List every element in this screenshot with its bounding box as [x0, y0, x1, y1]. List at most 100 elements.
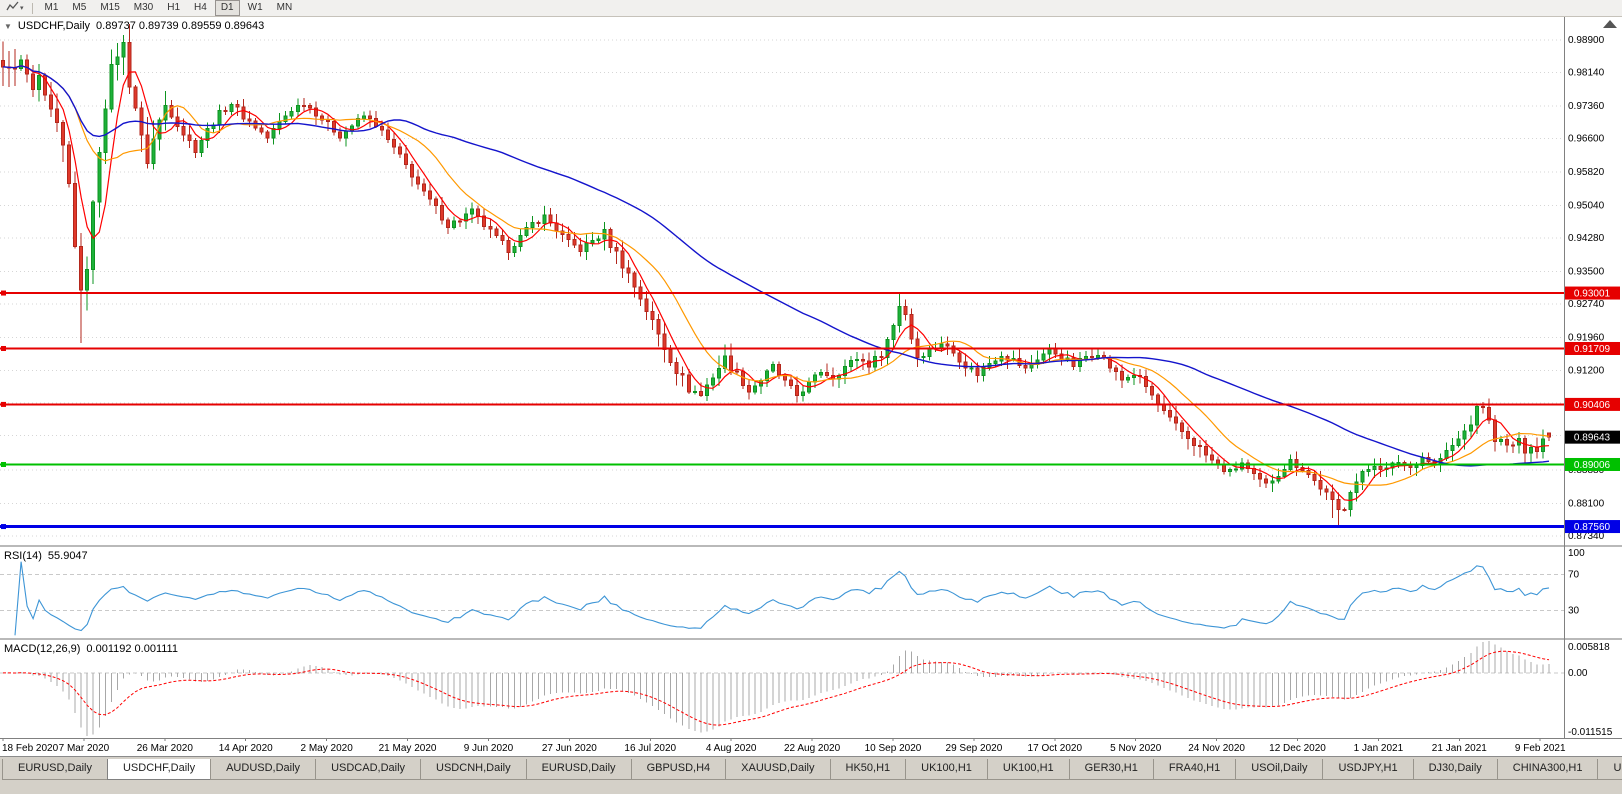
tab-USDJPY-H1[interactable]: USDJPY,H1 [1322, 758, 1414, 780]
svg-text:0.89006: 0.89006 [1574, 460, 1611, 471]
tab-EURUSD-Daily[interactable]: EURUSD,Daily [525, 758, 632, 780]
tab-USDCHF-Daily[interactable]: USDCHF,Daily [106, 758, 212, 780]
svg-text:17 Oct 2020: 17 Oct 2020 [1028, 743, 1083, 754]
line-chart-icon [6, 0, 19, 17]
svg-text:22 Aug 2020: 22 Aug 2020 [784, 743, 841, 754]
svg-text:0.88100: 0.88100 [1568, 498, 1605, 509]
svg-text:9 Jun 2020: 9 Jun 2020 [464, 743, 514, 754]
svg-text:1 Jan 2021: 1 Jan 2021 [1354, 743, 1404, 754]
chart-window: 0.98900 0.98140 0.97360 0.96600 0.95820 0.950… [0, 17, 1622, 756]
timeframe-buttons: M1 M5 M15 M30 H1 H4 D1 W1 MN [38, 0, 300, 16]
rsi-line [14, 561, 1550, 636]
resistance-line-090406-handle[interactable] [1, 401, 6, 407]
tab-CHINA300-H1[interactable]: CHINA300,H1 [1496, 758, 1599, 780]
support-line-089006-price-badge [1565, 457, 1620, 471]
svg-text:0.00: 0.00 [1568, 668, 1588, 679]
period-button-D1[interactable]: D1 [214, 0, 240, 16]
svg-text:9 Feb 2021: 9 Feb 2021 [1515, 743, 1566, 754]
svg-text:30: 30 [1568, 606, 1580, 617]
support-line-087560-handle[interactable] [1, 524, 6, 530]
period-button-MN[interactable]: MN [276, 2, 293, 13]
tab-AUDUSD-Daily[interactable]: AUDUSD,Daily [210, 758, 317, 780]
current-price-badge [1565, 430, 1620, 444]
svg-text:0.96600: 0.96600 [1568, 134, 1605, 145]
svg-text:0.92740: 0.92740 [1568, 299, 1605, 310]
svg-text:29 Sep 2020: 29 Sep 2020 [946, 743, 1003, 754]
period-button-H4[interactable]: H4 [194, 2, 207, 13]
tab-FRA40-H1[interactable]: FRA40,H1 [1152, 758, 1237, 780]
toolbar: ▾ M1 M5 M15 M30 H1 H4 D1 W1 MN [0, 0, 1622, 17]
tab-DJ30-Daily[interactable]: DJ30,Daily [1412, 758, 1498, 780]
svg-text:0.87560: 0.87560 [1574, 522, 1611, 533]
toolbar-separator [31, 2, 33, 14]
svg-text:0.98140: 0.98140 [1568, 68, 1605, 79]
svg-text:100: 100 [1568, 548, 1585, 559]
period-button-M30[interactable]: M30 [133, 2, 154, 13]
chart-canvas[interactable]: 0.98900 0.98140 0.97360 0.96600 0.95820 0.950… [0, 17, 1622, 756]
svg-text:26 Mar 2020: 26 Mar 2020 [137, 743, 194, 754]
pane-separator[interactable] [0, 638, 1622, 640]
macd-histogram [8, 640, 1550, 737]
tab-UK100-H1[interactable]: UK100,H1 [905, 758, 988, 780]
time-axis[interactable]: 18 Feb 2020 7 Mar 2020 26 Mar 2020 14 Apr 2… [2, 738, 1566, 754]
tab-HK50-H1[interactable]: HK50,H1 [829, 758, 907, 780]
chart-shift-marker [1603, 20, 1617, 28]
period-button-M1[interactable]: M1 [44, 2, 59, 13]
pane-separator[interactable] [0, 545, 1622, 547]
svg-text:0.91960: 0.91960 [1568, 333, 1605, 344]
svg-text:-0.011515: -0.011515 [1568, 727, 1613, 738]
ma-line-50 [2, 65, 1550, 467]
support-line-089006-handle[interactable] [1, 461, 6, 467]
ma-line-13 [2, 65, 1550, 486]
period-button-H1[interactable]: H1 [167, 2, 181, 13]
period-button-M5[interactable]: M5 [72, 2, 87, 13]
svg-text:5 Nov 2020: 5 Nov 2020 [1110, 743, 1162, 754]
svg-text:0.91709: 0.91709 [1574, 344, 1611, 355]
status-bar [0, 781, 1622, 794]
support-line-087560-price-badge [1565, 520, 1620, 534]
tab-EURUSD-Daily[interactable]: EURUSD,Daily [2, 758, 108, 780]
svg-text:7 Mar 2020: 7 Mar 2020 [59, 743, 110, 754]
tab-GER30-H1[interactable]: GER30,H1 [1068, 758, 1154, 780]
svg-text:16 Jul 2020: 16 Jul 2020 [624, 743, 676, 754]
chart-type-button[interactable]: ▾ [3, 0, 27, 17]
svg-text:70: 70 [1568, 569, 1580, 580]
tab-USDCNH-Daily[interactable]: USDCNH,Daily [420, 758, 527, 780]
tab-USDCAD-Daily[interactable]: USDCAD,Daily [315, 758, 422, 780]
macd-signal-line [3, 650, 1550, 726]
resistance-line-091709-price-badge [1565, 341, 1620, 355]
svg-text:21 May 2020: 21 May 2020 [379, 743, 437, 754]
svg-text:0.94280: 0.94280 [1568, 233, 1605, 244]
tab-GBPUSD-H4[interactable]: GBPUSD,H4 [630, 758, 727, 780]
chart-tabs: EURUSD,Daily USDCHF,Daily AUDUSD,Daily USDC… [0, 756, 1622, 781]
svg-text:0.93500: 0.93500 [1568, 267, 1605, 278]
svg-text:0.91200: 0.91200 [1568, 365, 1605, 376]
svg-text:12 Dec 2020: 12 Dec 2020 [1269, 743, 1326, 754]
resistance-line-093001-price-badge [1565, 286, 1620, 300]
svg-text:0.98900: 0.98900 [1568, 35, 1605, 46]
svg-text:24 Nov 2020: 24 Nov 2020 [1188, 743, 1245, 754]
resistance-line-091709-handle[interactable] [1, 345, 6, 351]
svg-text:0.89643: 0.89643 [1574, 433, 1611, 444]
svg-text:10 Sep 2020: 10 Sep 2020 [865, 743, 922, 754]
svg-text:0.90406: 0.90406 [1574, 400, 1611, 411]
tab-UK100-H1[interactable]: UK100,H1 [986, 758, 1070, 780]
resistance-line-093001-handle[interactable] [1, 290, 6, 296]
chevron-down-icon: ▾ [20, 5, 24, 12]
tab-USC[interactable]: USC [1597, 758, 1622, 780]
svg-text:14 Apr 2020: 14 Apr 2020 [219, 743, 273, 754]
resistance-line-090406-price-badge [1565, 397, 1620, 411]
svg-text:0.87340: 0.87340 [1568, 531, 1605, 542]
svg-text:0.95820: 0.95820 [1568, 167, 1605, 178]
svg-text:0.93001: 0.93001 [1574, 289, 1611, 300]
price-gridlines: 0.98900 0.98140 0.97360 0.96600 0.95820 0.950… [0, 35, 1605, 542]
svg-text:0.95040: 0.95040 [1568, 201, 1605, 212]
tab-XAUUSD-Daily[interactable]: XAUUSD,Daily [725, 758, 831, 780]
tab-USOil-Daily[interactable]: USOil,Daily [1235, 758, 1324, 780]
period-button-M15[interactable]: M15 [100, 2, 120, 13]
svg-text:21 Jan 2021: 21 Jan 2021 [1432, 743, 1487, 754]
svg-text:0.005818: 0.005818 [1568, 642, 1610, 653]
period-button-W1[interactable]: W1 [247, 2, 263, 13]
svg-text:2 May 2020: 2 May 2020 [301, 743, 354, 754]
